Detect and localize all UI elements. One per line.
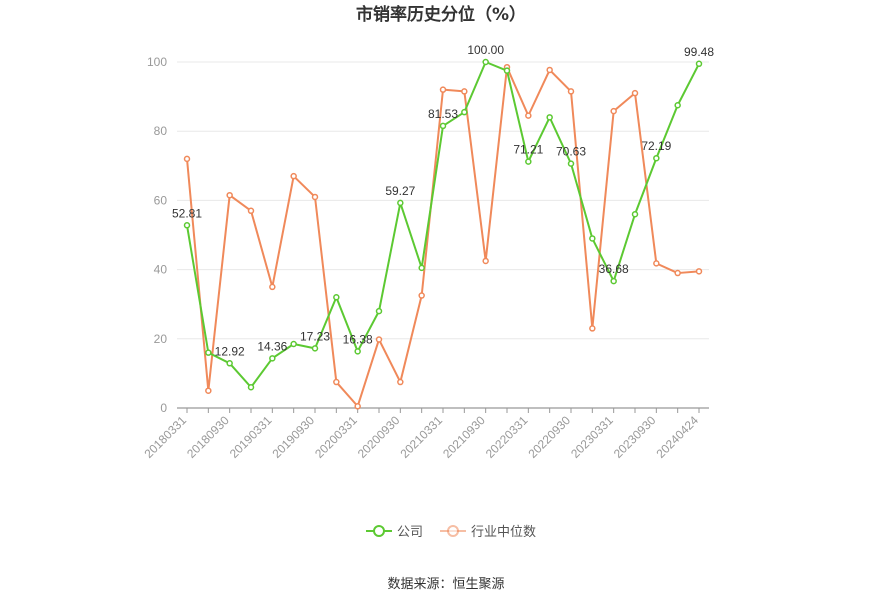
- data-point: [354, 403, 361, 410]
- data-source: 数据来源：恒生聚源: [387, 576, 504, 591]
- data-point: [397, 199, 404, 207]
- data-point: [418, 292, 425, 299]
- data-point: [226, 360, 233, 367]
- data-point: [205, 387, 212, 394]
- data-point: [311, 193, 319, 201]
- data-point: [397, 378, 404, 386]
- legend-label: 行业中位数: [471, 524, 536, 539]
- data-label: 17.23: [300, 329, 330, 343]
- x-tick-label: 20190930: [269, 413, 317, 461]
- series-0: [183, 58, 703, 391]
- data-point: [503, 67, 511, 74]
- y-tick-label: 0: [160, 401, 167, 415]
- x-tick-label: 20180930: [184, 413, 232, 461]
- y-tick-label: 20: [154, 332, 168, 346]
- legend-label: 公司: [397, 524, 423, 539]
- data-point: [226, 191, 233, 199]
- y-tick-label: 40: [154, 263, 168, 277]
- legend-item-0[interactable]: 公司: [366, 524, 423, 539]
- data-point: [695, 268, 703, 275]
- legend-marker-icon: [447, 525, 459, 537]
- data-point: [631, 89, 639, 97]
- data-point: [354, 348, 361, 355]
- y-tick-label: 80: [154, 124, 168, 138]
- data-point: [567, 160, 575, 167]
- series-1: [183, 63, 703, 410]
- series-layer: [183, 58, 703, 410]
- data-point: [567, 88, 575, 95]
- x-tick-label: 20220930: [525, 413, 573, 461]
- x-tick-label: 20210930: [440, 413, 488, 461]
- data-label: 59.27: [385, 184, 415, 198]
- data-label: 70.63: [556, 145, 586, 159]
- data-point: [375, 307, 383, 315]
- data-label: 81.53: [428, 107, 458, 121]
- data-point: [439, 122, 447, 130]
- data-point: [525, 112, 532, 119]
- data-point: [183, 222, 191, 229]
- data-point: [482, 257, 489, 265]
- data-label: 100.00: [467, 43, 504, 57]
- data-label: 14.36: [257, 339, 287, 353]
- data-point: [461, 108, 468, 116]
- data-point: [269, 355, 276, 362]
- x-tick-label: 20220331: [483, 413, 531, 461]
- x-tick-label: 20180331: [141, 413, 189, 461]
- data-point: [269, 283, 276, 291]
- data-point: [589, 325, 596, 332]
- y-tick-label: 60: [154, 193, 168, 207]
- data-point: [247, 383, 255, 391]
- data-point: [461, 88, 468, 95]
- x-tick-label: 20240424: [653, 413, 701, 461]
- data-point: [205, 349, 212, 356]
- data-point: [482, 58, 489, 66]
- data-point: [183, 155, 191, 163]
- data-point: [418, 264, 425, 272]
- data-point: [674, 102, 681, 109]
- data-label: 72.19: [641, 139, 671, 153]
- data-point: [653, 260, 660, 267]
- x-tick-label: 20230930: [611, 413, 659, 461]
- data-point: [589, 235, 596, 242]
- data-point: [311, 345, 319, 352]
- x-tick-label: 20210331: [397, 413, 445, 461]
- data-point: [674, 269, 681, 277]
- chart-title: 市销率历史分位（%）: [356, 4, 526, 25]
- grid: [177, 61, 709, 340]
- data-point: [290, 172, 297, 180]
- data-label: 36.68: [599, 262, 629, 276]
- data-point: [695, 60, 703, 68]
- data-point: [610, 277, 617, 285]
- data-point: [439, 86, 447, 93]
- x-tick-label: 20200331: [312, 413, 360, 461]
- data-point: [546, 66, 553, 74]
- data-point: [610, 107, 617, 115]
- data-point: [653, 154, 660, 162]
- data-point: [333, 378, 340, 386]
- legend[interactable]: 公司 行业中位数: [366, 524, 536, 539]
- x-tick-label: 20190331: [227, 413, 275, 461]
- y-tick-label: 100: [147, 55, 167, 69]
- legend-marker-icon: [373, 525, 385, 537]
- data-point: [546, 114, 553, 121]
- data-point: [290, 340, 297, 348]
- x-tick-label: 20230331: [568, 413, 616, 461]
- data-point: [525, 158, 532, 165]
- data-label: 99.48: [684, 45, 714, 59]
- data-point: [631, 210, 639, 218]
- data-label: 52.81: [172, 206, 202, 220]
- x-axis: 2018033120180930201903312019093020200331…: [141, 407, 709, 461]
- data-labels: 52.81 12.92 14.36 17.23 16.38 59.27 81.53 100.0…: [172, 43, 714, 358]
- data-point: [375, 336, 383, 343]
- legend-item-1[interactable]: 行业中位数: [440, 524, 536, 539]
- data-label: 71.21: [513, 143, 543, 157]
- data-label: 16.38: [343, 332, 373, 346]
- data-label: 12.92: [215, 344, 245, 358]
- y-axis: 0 20 40 60 80 100: [147, 55, 167, 415]
- data-point: [247, 207, 255, 215]
- data-point: [333, 294, 340, 301]
- x-tick-label: 20200930: [355, 413, 403, 461]
